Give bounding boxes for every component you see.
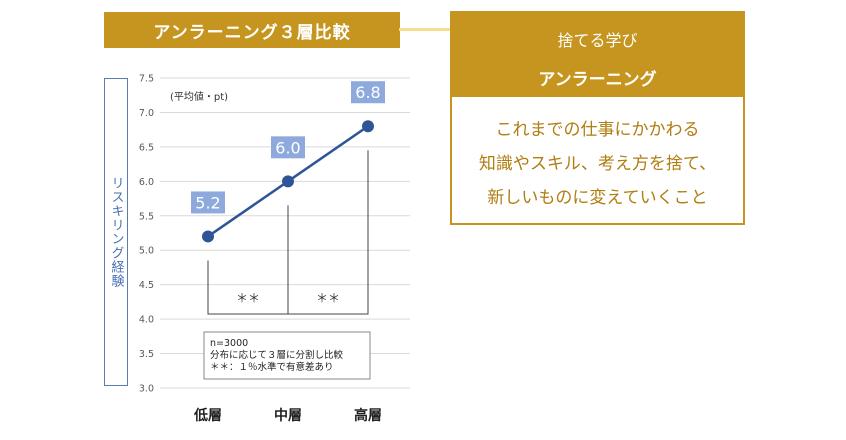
definition-line: 知識やスキル、考え方を捨て、 bbox=[478, 154, 717, 174]
data-label: 6.0 bbox=[275, 138, 300, 157]
data-label: 5.2 bbox=[195, 193, 220, 212]
significance-marker: ＊＊ bbox=[236, 291, 260, 305]
data-point bbox=[282, 175, 294, 188]
x-tick-label: 高層 bbox=[354, 407, 382, 424]
y-tick-label: 5.0 bbox=[139, 246, 154, 257]
significance-marker: ＊＊ bbox=[316, 291, 340, 305]
y-tick-label: 4.0 bbox=[139, 315, 154, 326]
y-tick-label: 3.0 bbox=[139, 384, 154, 395]
chart-title-banner: アンラーニング３層比較 bbox=[104, 12, 400, 48]
data-label-box bbox=[271, 136, 305, 159]
data-point bbox=[362, 120, 374, 133]
y-tick-label: 4.5 bbox=[139, 280, 154, 291]
significance-bracket bbox=[287, 150, 369, 315]
connector-line bbox=[399, 28, 453, 31]
definition-text: これまでの仕事にかかわる 知識やスキル、考え方を捨て、 新しいものに変えていくこ… bbox=[452, 113, 743, 215]
definition-subtitle: 捨てる学び bbox=[557, 31, 638, 50]
y-tick-label: 6.0 bbox=[139, 177, 154, 188]
definition-line: 新しいものに変えていくこと bbox=[487, 188, 708, 208]
note-line: ＊＊：１％水準で有意差あり bbox=[210, 361, 334, 373]
y-tick-label: 3.5 bbox=[139, 349, 154, 360]
y-tick-label: 7.0 bbox=[139, 108, 154, 119]
definition-card-header: 捨てる学び アンラーニング bbox=[452, 13, 743, 97]
definition-title: アンラーニング bbox=[538, 70, 657, 90]
data-label-box bbox=[351, 81, 385, 104]
y-tick-label: 5.5 bbox=[139, 211, 154, 222]
data-label-box bbox=[191, 191, 225, 214]
note-line: 分布に応じて３層に分割し比較 bbox=[210, 349, 344, 361]
definition-line: これまでの仕事にかかわる bbox=[495, 120, 700, 140]
y-axis-label: リスキリング経験 bbox=[104, 78, 128, 386]
note-box bbox=[203, 331, 371, 380]
y-tick-label: 6.5 bbox=[139, 142, 154, 153]
unit-label: (平均値・pt) bbox=[170, 90, 228, 103]
definition-card: 捨てる学び アンラーニング これまでの仕事にかかわる 知識やスキル、考え方を捨て… bbox=[450, 11, 745, 225]
y-tick-label: 7.5 bbox=[139, 74, 154, 85]
data-point bbox=[202, 230, 214, 243]
x-tick-label: 低層 bbox=[193, 407, 222, 424]
x-tick-label: 中層 bbox=[274, 407, 302, 424]
data-label: 6.8 bbox=[355, 83, 380, 102]
note-line: n=3000 bbox=[210, 338, 248, 349]
